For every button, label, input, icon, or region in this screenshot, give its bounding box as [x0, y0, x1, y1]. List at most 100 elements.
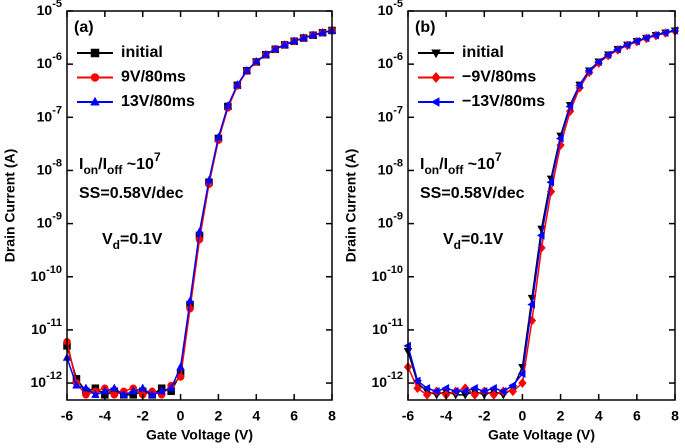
- data-point: [138, 383, 147, 392]
- legend-label: initial: [462, 44, 504, 61]
- y-tick-exponent: -9: [393, 211, 403, 223]
- data-point: [204, 175, 214, 184]
- data-point: [176, 373, 185, 381]
- data-line: [66, 29, 333, 396]
- data-point: [110, 391, 119, 399]
- x-tick-label: 0: [177, 408, 185, 424]
- data-point: [632, 36, 640, 46]
- annotation-part: d: [113, 238, 120, 252]
- y-tick-exponent: -10: [46, 264, 62, 276]
- x-axis-title: Gate Voltage (V): [146, 427, 253, 443]
- y-tick-label: 10-9: [378, 211, 403, 231]
- data-point: [546, 177, 555, 187]
- legend-marker: [90, 48, 100, 58]
- annotation-part: =0.1V: [120, 231, 163, 248]
- y-tick-label: 10-11: [372, 317, 403, 337]
- data-line: [66, 29, 333, 396]
- annotation-part: =0.1V: [461, 231, 504, 248]
- y-tick-label: 10-6: [378, 51, 403, 71]
- data-point: [128, 386, 138, 395]
- legend-marker: [430, 97, 440, 107]
- y-tick-label: 10-10: [372, 264, 403, 284]
- data-point: [498, 387, 507, 396]
- data-line: [407, 29, 676, 393]
- data-point: [593, 57, 602, 67]
- x-tick-label: 2: [215, 408, 223, 424]
- y-tick-label: 10-12: [372, 370, 403, 390]
- data-point: [489, 383, 497, 393]
- data-point: [584, 66, 593, 76]
- data-point: [555, 134, 564, 143]
- data-point: [299, 33, 308, 41]
- y-tick-base: 10: [372, 374, 388, 390]
- y-tick-label: 10-5: [37, 0, 62, 18]
- data-point: [270, 44, 280, 53]
- data-point: [252, 56, 261, 65]
- y-tick-exponent: -12: [46, 370, 62, 382]
- annotation-part: I: [420, 156, 424, 173]
- annotation: SS=0.58V/dec: [79, 185, 184, 202]
- annotation-part: /I: [439, 156, 448, 173]
- data-point: [479, 387, 488, 396]
- y-tick-label: 10-7: [378, 104, 403, 124]
- legend-marker: [90, 73, 100, 82]
- annotation-part: ~10: [122, 156, 154, 173]
- data-point: [565, 102, 574, 111]
- x-tick-label: 4: [595, 408, 603, 424]
- data-point: [517, 369, 526, 378]
- annotation-part: ~10: [463, 156, 495, 173]
- annotation-part: off: [448, 163, 464, 177]
- data-point: [185, 296, 195, 305]
- data-point: [613, 45, 621, 54]
- legend-label: initial: [121, 44, 163, 61]
- data-point: [660, 28, 669, 38]
- data-point: [527, 300, 536, 309]
- panel-label: (b): [415, 19, 435, 36]
- legend-marker: [431, 71, 441, 84]
- data-point: [413, 383, 422, 394]
- y-tick-exponent: -7: [52, 104, 62, 116]
- y-tick-base: 10: [37, 55, 53, 71]
- x-tick-label: 0: [519, 408, 527, 424]
- y-tick-base: 10: [37, 214, 53, 230]
- data-line: [66, 29, 333, 396]
- data-point: [508, 381, 516, 390]
- y-tick-exponent: -8: [393, 157, 403, 169]
- data-point: [233, 80, 242, 88]
- y-tick-base: 10: [378, 55, 394, 71]
- data-line: [407, 29, 676, 396]
- annotation-part: 7: [154, 150, 161, 164]
- annotation-part: on: [424, 163, 439, 177]
- data-point: [450, 387, 459, 396]
- annotation: Vd=0.1V: [102, 231, 163, 252]
- y-tick-base: 10: [31, 321, 47, 337]
- y-tick-base: 10: [37, 108, 53, 124]
- annotation: SS=0.58V/dec: [420, 185, 525, 202]
- y-tick-exponent: -9: [52, 211, 62, 223]
- data-line: [407, 30, 676, 396]
- annotation-part: I: [79, 156, 83, 173]
- y-tick-exponent: -11: [388, 317, 403, 329]
- x-tick-label: -6: [61, 408, 74, 424]
- y-tick-base: 10: [378, 2, 394, 18]
- y-tick-base: 10: [378, 161, 394, 177]
- plot-frame: [407, 10, 676, 401]
- data-point: [147, 390, 157, 398]
- x-tick-label: -2: [478, 408, 491, 424]
- data-point: [318, 27, 327, 36]
- legend-label: 9V/80ms: [121, 69, 186, 86]
- plot-frame: [66, 10, 333, 401]
- data-point: [195, 227, 204, 235]
- y-tick-base: 10: [378, 214, 394, 230]
- y-tick-base: 10: [372, 267, 388, 283]
- data-point: [527, 294, 537, 303]
- x-tick-label: -4: [440, 408, 453, 424]
- legend-label: 13V/80ms: [121, 93, 195, 110]
- data-point: [651, 30, 659, 40]
- data-point: [176, 362, 185, 371]
- annotation: Vd=0.1V: [443, 231, 504, 252]
- y-tick-base: 10: [31, 267, 47, 283]
- x-tick-label: 6: [633, 408, 641, 424]
- data-point: [186, 305, 194, 313]
